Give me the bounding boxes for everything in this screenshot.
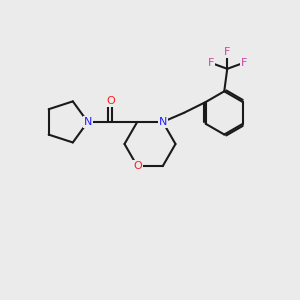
Text: N: N — [84, 117, 92, 127]
Text: O: O — [106, 96, 115, 106]
Text: O: O — [133, 161, 142, 171]
Text: N: N — [159, 117, 167, 127]
Text: F: F — [241, 58, 247, 68]
Text: F: F — [224, 47, 230, 57]
Text: F: F — [208, 58, 214, 68]
